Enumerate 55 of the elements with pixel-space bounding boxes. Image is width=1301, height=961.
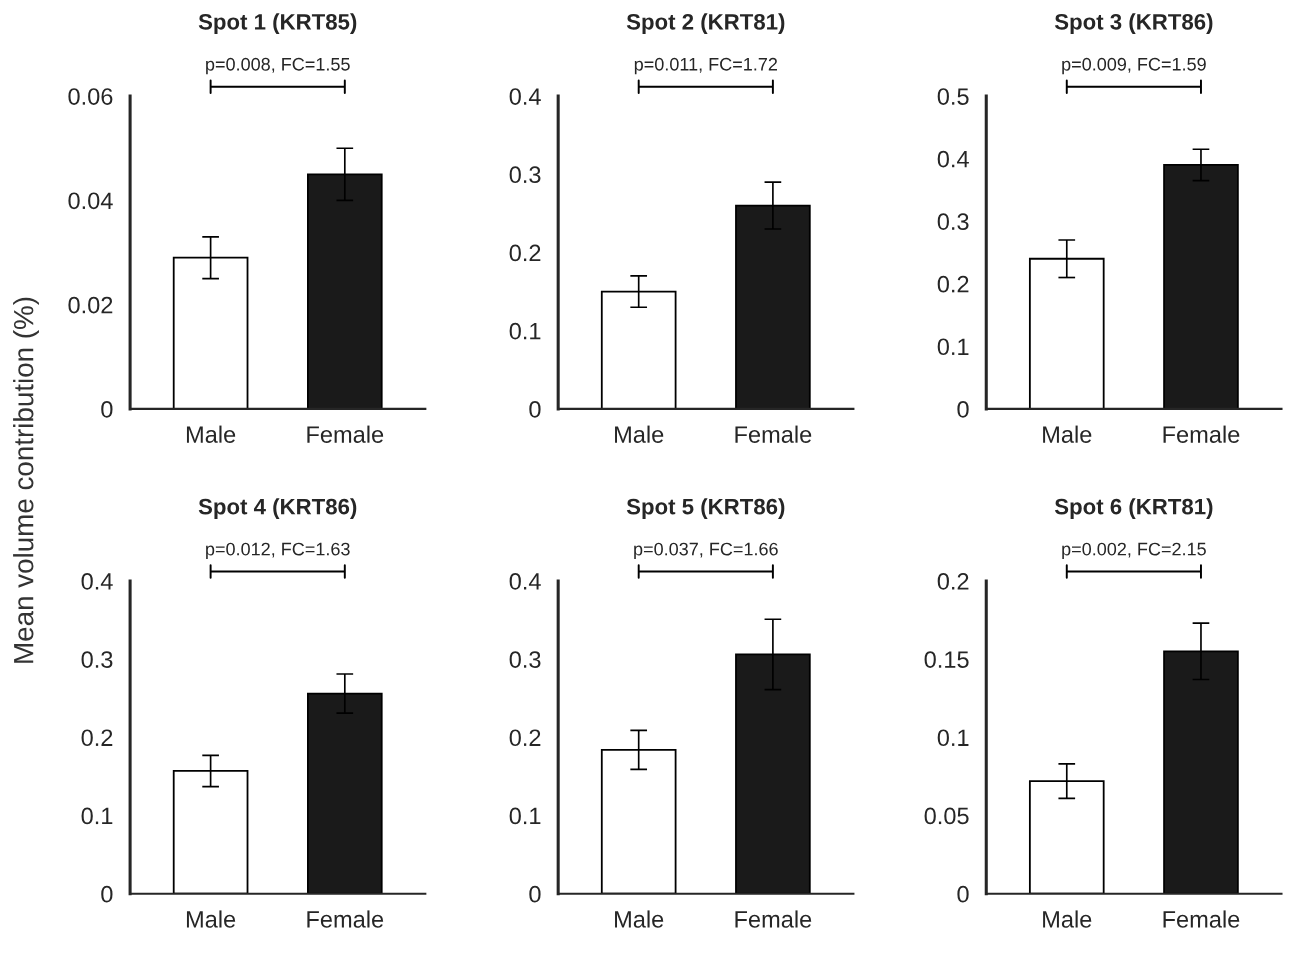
y-tick-label: 0.1 bbox=[81, 807, 113, 825]
y-tick-label: 0.1 bbox=[937, 729, 969, 747]
x-tick-label: Male bbox=[186, 425, 236, 443]
x-tick-label: Female bbox=[1163, 425, 1240, 443]
y-tick-label: 0 bbox=[957, 400, 969, 418]
y-tick-label: 0.1 bbox=[937, 338, 969, 356]
x-tick-label: Female bbox=[735, 910, 812, 928]
chart-title: Spot 6 (KRT81) bbox=[1054, 498, 1213, 519]
y-tick-label: 0.2 bbox=[937, 275, 969, 293]
y-tick-label: 0.2 bbox=[937, 573, 969, 590]
y-tick-label: 0.2 bbox=[509, 729, 541, 747]
y-tick-label: 0.1 bbox=[509, 322, 541, 340]
text: p=0.012, FC=1.63 bbox=[206, 542, 350, 560]
y-tick-label: 0.1 bbox=[509, 807, 541, 825]
y-tick-label: 0.4 bbox=[937, 150, 969, 168]
chart-title: Spot 2 (KRT81) bbox=[626, 13, 785, 35]
y-tick-label: 0 bbox=[101, 400, 113, 418]
y-axis-title: Mean volume contribution (%) bbox=[13, 297, 39, 663]
y-tick-label: 0 bbox=[529, 400, 541, 418]
y-tick-label: 0.02 bbox=[68, 296, 113, 314]
text: p=0.009, FC=1.59 bbox=[1062, 57, 1206, 75]
chart-title: Spot 4 (KRT86) bbox=[198, 498, 357, 519]
y-tick-label: 0.5 bbox=[937, 88, 969, 105]
y-tick-label: 0.4 bbox=[509, 573, 541, 590]
y-tick-label: 0.04 bbox=[68, 192, 113, 210]
x-tick-label: Female bbox=[735, 425, 812, 443]
text: p=0.002, FC=2.15 bbox=[1062, 542, 1206, 560]
x-tick-label: Male bbox=[1043, 425, 1092, 443]
chart-title: Spot 1 (KRT85) bbox=[198, 13, 357, 35]
y-tick-label: 0.3 bbox=[509, 166, 541, 184]
x-tick-label: Female bbox=[307, 910, 384, 928]
x-tick-label: Male bbox=[1043, 910, 1092, 928]
y-tick-label: 0.05 bbox=[924, 807, 969, 825]
y-tick-label: 0.3 bbox=[81, 651, 113, 668]
y-tick-label: 0 bbox=[957, 885, 969, 903]
y-tick-label: 0 bbox=[529, 885, 541, 903]
x-tick-label: Female bbox=[307, 425, 384, 443]
x-tick-label: Male bbox=[615, 425, 664, 443]
text: p=0.037, FC=1.66 bbox=[634, 542, 778, 560]
text: p=0.008, FC=1.55 bbox=[206, 57, 350, 75]
x-tick-label: Male bbox=[186, 910, 236, 928]
y-tick-label: 0.3 bbox=[937, 213, 969, 231]
chart-title: Spot 5 (KRT86) bbox=[626, 498, 785, 519]
y-tick-label: 0.4 bbox=[509, 88, 541, 105]
x-tick-label: Female bbox=[1163, 910, 1240, 928]
y-tick-label: 0.3 bbox=[509, 651, 541, 668]
y-tick-label: 0.2 bbox=[509, 244, 541, 262]
x-tick-label: Male bbox=[615, 910, 664, 928]
y-tick-label: 0.4 bbox=[81, 573, 113, 590]
text: p=0.011, FC=1.72 bbox=[634, 57, 777, 75]
y-tick-label: 0.06 bbox=[68, 88, 113, 105]
y-tick-label: 0.2 bbox=[81, 729, 113, 747]
y-tick-label: 0.15 bbox=[924, 651, 969, 668]
y-tick-label: 0 bbox=[101, 885, 113, 903]
chart-title: Spot 3 (KRT86) bbox=[1054, 13, 1213, 35]
